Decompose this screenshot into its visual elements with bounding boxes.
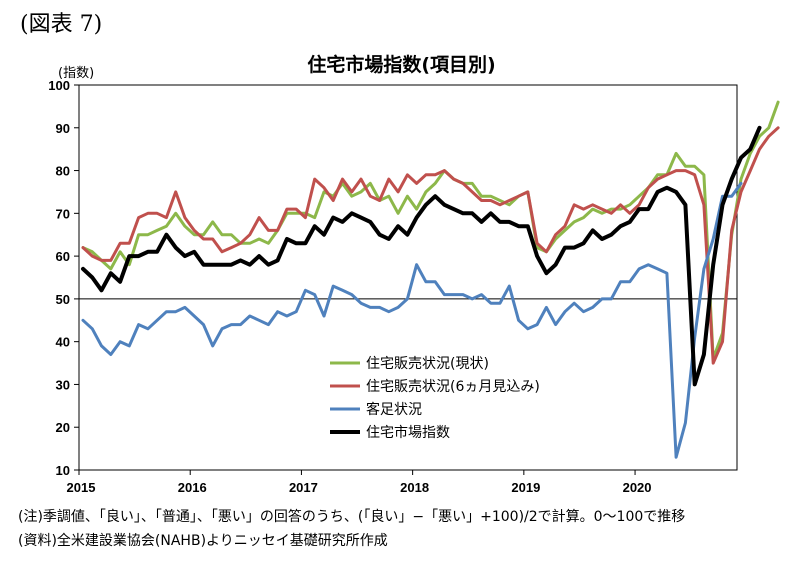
source-text: (資料)全米建設業協会(NAHB)よりニッセイ基礎研究所作成 <box>18 533 388 549</box>
note-text: (注)季調値、「良い」、「普通」、「悪い」の回答のうち、(「良い」−「悪い」+1… <box>18 509 686 525</box>
y-tick-label: 80 <box>56 164 70 179</box>
x-tick-label: 2016 <box>178 480 207 495</box>
x-tick-label: 2018 <box>400 480 429 495</box>
x-axis: 2015 2016 2017 2018 2019 2020 <box>67 470 652 495</box>
legend-label-0: 住宅販売状況(現状) <box>366 356 489 372</box>
y-tick-label: 90 <box>56 121 70 136</box>
y-tick-label: 60 <box>56 249 70 264</box>
x-tick-label: 2020 <box>623 480 652 495</box>
y-tick-label: 40 <box>56 335 70 350</box>
series-line-0 <box>81 100 780 361</box>
chart-title: 住宅市場指数(項目別) <box>307 54 496 76</box>
y-tick-label: 30 <box>56 377 70 392</box>
x-tick-label: 2017 <box>289 480 318 495</box>
series-line-3 <box>81 125 762 387</box>
legend-label-2: 客足状況 <box>366 401 422 418</box>
y-axis: 10 20 30 40 50 60 70 80 90 100 <box>48 78 79 478</box>
y-tick-label: 10 <box>56 463 70 478</box>
y-tick-label: 100 <box>48 78 70 93</box>
legend-label-3: 住宅市場指数 <box>366 424 450 441</box>
x-tick-label: 2015 <box>67 480 96 495</box>
y-tick-label: 20 <box>56 420 70 435</box>
series-line-2 <box>81 181 743 459</box>
series-line-1 <box>81 126 780 365</box>
legend-label-1: 住宅販売状況(6ヵ月見込み) <box>366 379 540 395</box>
notes: (注)季調値、「良い」、「普通」、「悪い」の回答のうち、(「良い」−「悪い」+1… <box>18 505 685 553</box>
plot-area-frame <box>78 84 738 471</box>
y-axis-unit-label: (指数) <box>58 66 95 81</box>
figure-label: (図表 7) <box>20 12 103 37</box>
y-tick-label: 50 <box>56 292 70 307</box>
x-tick-label: 2019 <box>511 480 540 495</box>
y-tick-label: 70 <box>56 206 70 221</box>
series-lines <box>81 100 780 459</box>
